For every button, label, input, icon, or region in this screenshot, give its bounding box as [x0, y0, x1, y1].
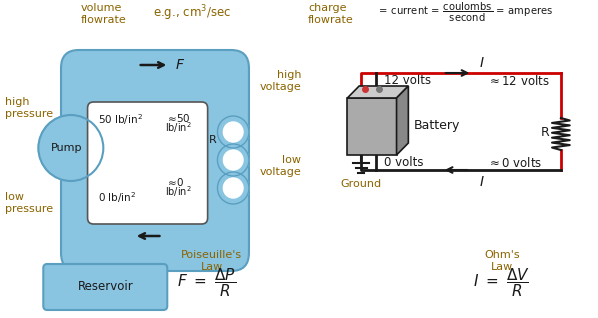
Text: high
voltage: high voltage: [260, 70, 301, 92]
Text: Ohm's
Law: Ohm's Law: [484, 250, 520, 272]
Bar: [91, 215, 113, 283]
Text: 12 volts: 12 volts: [384, 74, 431, 87]
Text: $\approx\!50$: $\approx\!50$: [165, 112, 191, 124]
Text: $I$: $I$: [480, 175, 485, 189]
Circle shape: [218, 172, 249, 204]
Text: R: R: [541, 127, 550, 140]
Circle shape: [218, 116, 249, 148]
Text: 0 lb/in$^2$: 0 lb/in$^2$: [99, 190, 137, 205]
Text: R: R: [209, 135, 216, 145]
Text: $F\ =\ \dfrac{\Delta P}{R}$: $F\ =\ \dfrac{\Delta P}{R}$: [177, 266, 236, 299]
Text: low
pressure: low pressure: [5, 192, 53, 214]
Text: $I\ =\ \dfrac{\Delta V}{R}$: $I\ =\ \dfrac{\Delta V}{R}$: [474, 266, 530, 299]
Text: lb/in$^2$: lb/in$^2$: [165, 185, 192, 199]
Bar: [224, 171, 242, 179]
Bar: [224, 143, 242, 151]
Circle shape: [218, 144, 249, 176]
Polygon shape: [347, 98, 396, 155]
Polygon shape: [396, 86, 408, 155]
Text: Ground: Ground: [341, 179, 382, 189]
Text: $\approx\!0$: $\approx\!0$: [165, 176, 184, 188]
Circle shape: [224, 178, 243, 198]
Text: high
pressure: high pressure: [5, 97, 53, 119]
Circle shape: [224, 150, 243, 170]
Text: $\approx$12 volts: $\approx$12 volts: [487, 74, 550, 88]
Text: lb/in$^2$: lb/in$^2$: [165, 121, 192, 135]
Text: e.g., cm$^3$/sec: e.g., cm$^3$/sec: [152, 3, 231, 23]
Text: Battery: Battery: [413, 120, 460, 133]
Text: low
voltage: low voltage: [260, 155, 301, 177]
Text: $F$: $F$: [175, 58, 185, 72]
FancyBboxPatch shape: [43, 264, 167, 310]
Text: $=\,\mathrm{current}\,=\,\dfrac{\mathrm{coulombs}}{\mathrm{second}}\,=\,\mathrm{: $=\,\mathrm{current}\,=\,\dfrac{\mathrm{…: [377, 1, 553, 24]
Text: charge
flowrate: charge flowrate: [308, 3, 354, 24]
Text: 50 lb/in$^2$: 50 lb/in$^2$: [99, 113, 144, 128]
Circle shape: [224, 122, 243, 142]
Text: Poiseuille's
Law: Poiseuille's Law: [181, 250, 242, 272]
FancyBboxPatch shape: [87, 102, 208, 224]
Text: 0 volts: 0 volts: [384, 156, 423, 169]
Text: Pump: Pump: [51, 143, 83, 153]
Text: $I$: $I$: [480, 56, 485, 70]
Bar: [212, 104, 221, 220]
Polygon shape: [347, 86, 408, 98]
Text: $\approx$0 volts: $\approx$0 volts: [487, 156, 542, 170]
Text: Reservoir: Reservoir: [77, 280, 133, 294]
Text: volume
flowrate: volume flowrate: [81, 3, 126, 24]
Circle shape: [38, 115, 103, 181]
FancyBboxPatch shape: [61, 50, 249, 271]
